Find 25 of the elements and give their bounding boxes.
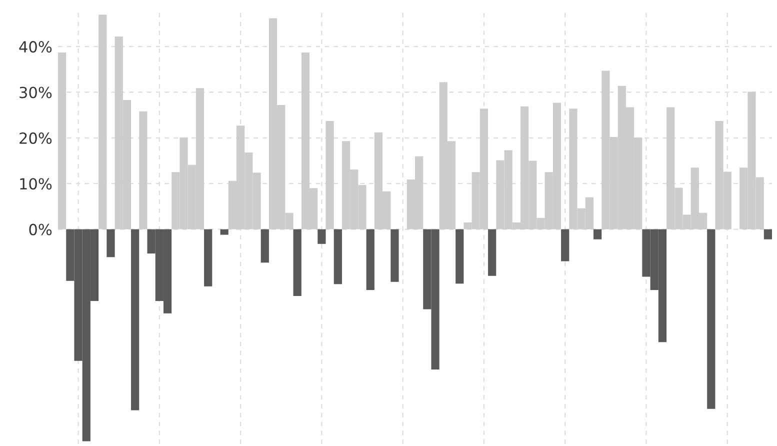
bar (594, 229, 602, 240)
bar (334, 229, 342, 284)
y-tick-label: 20% (20, 132, 52, 144)
bar (98, 14, 107, 230)
bar (220, 229, 228, 235)
y-tick-label: 10% (20, 178, 52, 190)
bar (318, 229, 326, 244)
bar (260, 229, 269, 263)
bar (204, 229, 212, 286)
bar (106, 229, 115, 258)
bar (58, 52, 66, 230)
bar (390, 229, 399, 282)
y-tick-label: 40% (19, 41, 52, 53)
bar (366, 229, 374, 290)
bar (488, 229, 496, 276)
y-tick-label: 30% (20, 86, 52, 98)
y-tick-label: 0% (29, 224, 52, 236)
bar (326, 121, 334, 230)
bar (561, 229, 570, 262)
bar (707, 229, 716, 409)
bar (139, 111, 148, 230)
bar (764, 229, 772, 240)
bar (293, 229, 302, 296)
bar (131, 229, 140, 410)
bar (456, 229, 464, 284)
